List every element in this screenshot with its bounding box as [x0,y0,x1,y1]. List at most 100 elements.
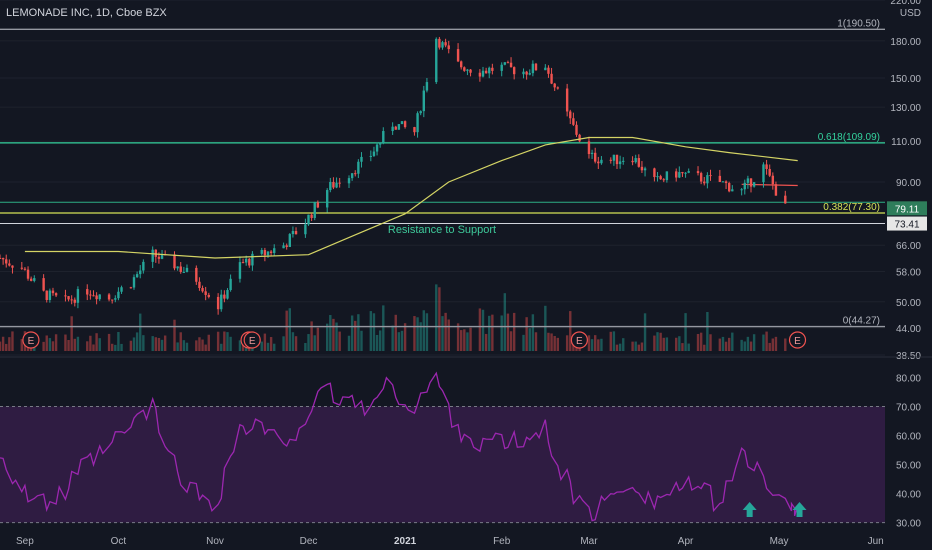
candle-body [251,253,254,266]
earnings-label: E [28,336,35,347]
candle-body [425,82,429,91]
time-tick-label: Sep [16,536,34,547]
candle-body [1,258,5,260]
candle-body [64,295,67,297]
candle-body [696,171,700,174]
candle-body [684,172,687,174]
volume-bar [749,341,753,351]
candle-body [484,70,488,74]
candle-body [687,171,690,173]
rsi-tick-label: 70.00 [896,402,921,413]
price-tick-label: 90.00 [896,178,921,189]
price-tick-label: 50.00 [896,298,921,309]
price-tick-label: 110.00 [891,137,921,148]
candle-body [244,258,248,263]
candle-body [643,168,647,171]
support-price-tag [887,216,927,231]
candle-body [553,83,556,88]
candle-body [347,178,351,184]
volume-bar [273,343,276,351]
volume-bar [291,332,295,351]
price-axis[interactable]: 38.5044.0050.0058.0066.0090.00110.00130.… [890,0,921,362]
volume-bar [92,344,95,351]
candle-body [678,172,681,178]
candle-body [727,183,731,192]
candle-body [659,176,662,180]
volume-bar [313,335,316,351]
candle-body [622,160,625,162]
price-tick-label: 180.00 [890,37,921,48]
earnings-marker [788,331,807,349]
volume-bar [553,336,556,351]
volume-bar [282,336,285,351]
candle-body [435,38,438,83]
candle-body [92,295,95,297]
volume-bar [67,339,70,351]
rsi-tick-label: 60.00 [896,431,921,442]
volume-bar [154,337,158,351]
volume-bar [569,311,572,351]
volume-bar [51,341,55,351]
volume-bar [416,317,419,351]
candle-body [29,278,33,281]
candle-body [721,181,725,183]
candle-body [784,195,787,204]
volume-bar [525,317,528,351]
volume-bar [8,337,11,351]
volume-bar [338,331,341,351]
time-axis[interactable]: Sep Oct Nov Dec 2021 Feb Mar Apr May Jun [16,536,884,547]
candle-body [89,294,92,296]
candle-body [120,287,123,292]
volume-bar [307,334,310,351]
candle-body [709,175,712,177]
volume-bar [266,342,270,351]
volume-bar [86,341,89,351]
candle-body [310,214,313,218]
volume-bar [425,313,429,351]
time-tick-label: 2021 [394,536,417,547]
fib-label: 0.618(109.09) [818,132,880,143]
candle-body [444,42,447,46]
candle-body [447,45,450,50]
earnings-markers[interactable]: EEEEE [22,331,807,349]
volume-bar [422,310,426,351]
volume-bar [696,333,700,351]
candle-body [572,118,575,125]
volume-bar [142,335,145,351]
volume-bar [762,334,765,351]
volume-bar [369,311,373,351]
volume-bar [597,339,600,351]
volume-bar [207,334,210,351]
volume-bar [394,314,397,351]
volume-bar [469,327,472,351]
volume-bar [665,337,669,351]
candle-body [117,291,120,299]
candle-body [681,172,684,174]
candle-body [263,250,267,256]
candle-body [752,182,756,187]
volume-bar [195,340,198,351]
rsi-axis[interactable]: 30.00 40.00 50.00 60.00 70.00 80.00 [896,373,921,529]
volume-bar [372,313,376,351]
volume-bar [593,335,597,351]
candle-body [724,181,728,184]
volume-bar [403,323,407,351]
volume-bar [223,331,226,351]
volume-bar [488,315,491,351]
volume-bar [656,332,659,351]
candle-body [241,262,245,264]
volume-bar [556,337,559,351]
candle-body [466,69,469,71]
candle-body [400,121,404,125]
price-tick-label: 58.00 [896,268,921,279]
volume-bar [459,330,463,351]
candle-body [54,293,58,296]
candle-body [531,63,535,74]
volume-bar [357,314,360,351]
volume-bar [263,333,267,351]
candle-body [135,274,139,278]
candle-body [157,256,161,259]
candle-body [768,168,771,176]
volume-bar [637,344,641,351]
